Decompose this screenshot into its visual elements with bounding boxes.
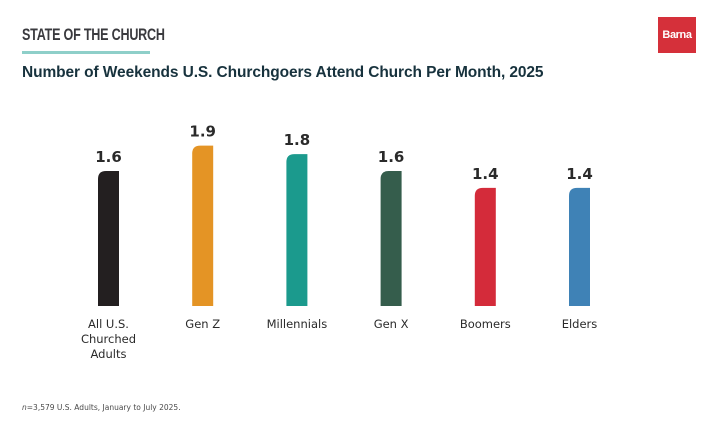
category-label-line: Gen X	[374, 317, 409, 331]
category-label-line: Adults	[91, 347, 127, 361]
category-label: Boomers	[460, 317, 511, 331]
value-labels-layer: 1.6 1.9 1.8 1.6 1.4 1.4	[95, 123, 593, 183]
value-label: 1.4	[566, 165, 593, 183]
value-label: 1.4	[472, 165, 499, 183]
bar-gen-z	[192, 145, 214, 306]
bar-gen-x	[380, 170, 402, 306]
category-label: Millennials	[267, 317, 328, 331]
footnote-text: =3,579 U.S. Adults, January to July 2025…	[26, 403, 181, 412]
barna-logo: Barna	[658, 17, 696, 53]
category-label-line: All U.S.	[88, 317, 129, 331]
category-label-line: Churched	[81, 332, 136, 346]
bar-all-u-s-churched-adults	[98, 170, 119, 306]
category-label-line: Elders	[562, 317, 598, 331]
chart-title: Number of Weekends U.S. Churchgoers Atte…	[22, 64, 544, 81]
footnote: n=3,579 U.S. Adults, January to July 202…	[22, 403, 181, 412]
value-label: 1.6	[95, 148, 122, 166]
category-label-line: Gen Z	[185, 317, 220, 331]
category-label: Elders	[562, 317, 598, 331]
value-label: 1.9	[189, 123, 216, 141]
category-label: All U.S. Churched Adults	[81, 317, 136, 361]
logo-text: Barna	[662, 29, 692, 41]
brand-title: STATE OF THE CHURCH	[22, 25, 165, 44]
category-label: Gen X	[374, 317, 409, 331]
value-label: 1.8	[284, 131, 311, 149]
brand-underline	[22, 51, 150, 54]
category-label-line: Boomers	[460, 317, 511, 331]
category-label-line: Millennials	[267, 317, 328, 331]
bar-boomers	[474, 187, 496, 306]
category-labels-layer: All U.S. Churched Adults Gen Z Millennials Ge…	[81, 317, 597, 361]
value-label: 1.6	[378, 148, 405, 166]
bar-millennials	[286, 154, 308, 306]
bars-layer	[98, 145, 590, 306]
category-label: Gen Z	[185, 317, 220, 331]
bar-elders	[569, 187, 590, 306]
footnote-n: n	[22, 403, 27, 412]
